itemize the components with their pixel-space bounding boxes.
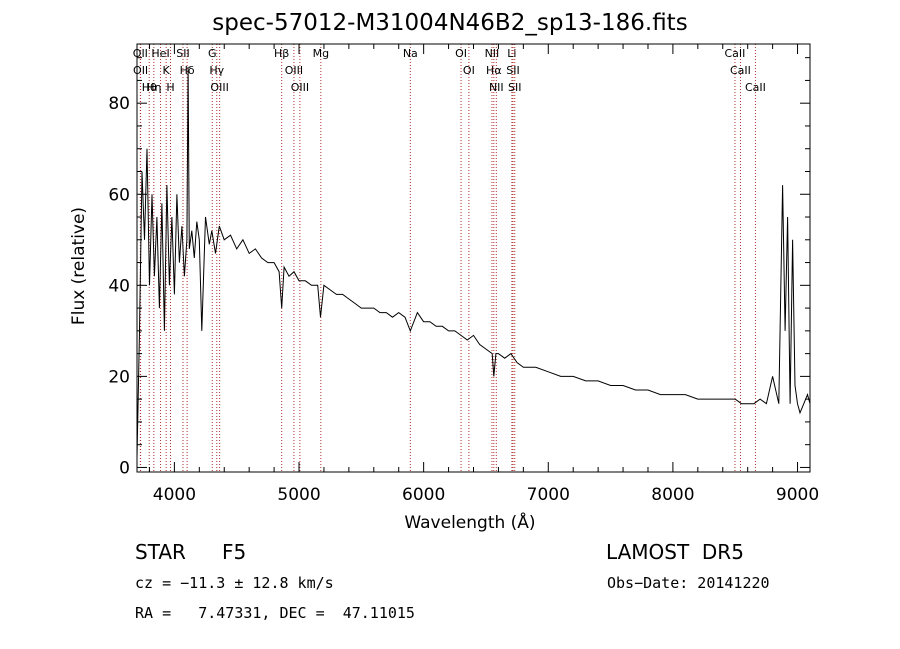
marker-label: Mg	[313, 47, 329, 60]
y-tick-label: 80	[108, 94, 130, 114]
marker-label: OII	[133, 64, 148, 77]
x-tick-label: 6000	[402, 485, 445, 505]
obs-date-text: Obs−Date: 20141220	[607, 574, 770, 592]
y-axis-label: Flux (relative)	[69, 207, 89, 325]
marker-label: CaII	[745, 81, 766, 94]
x-axis-label: Wavelength (Å)	[404, 511, 535, 533]
x-tick-label: 7000	[527, 485, 570, 505]
y-tick-label: 20	[108, 367, 130, 387]
x-tick-label: 5000	[277, 485, 320, 505]
marker-label: HeI	[151, 47, 169, 60]
x-tick-label: 4000	[153, 485, 196, 505]
plot-frame	[136, 43, 811, 473]
marker-label: Hα	[486, 64, 502, 77]
marker-label: OI	[463, 64, 475, 77]
x-tick-label: 9000	[776, 485, 819, 505]
coordinates-text: RA = 7.47331, DEC = 47.11015	[135, 604, 415, 622]
marker-label: CaII	[725, 47, 746, 60]
marker-label: OII	[133, 47, 148, 60]
marker-label: OIII	[210, 81, 228, 94]
marker-label: OIII	[285, 64, 303, 77]
marker-label: K	[163, 64, 171, 77]
y-axis: 0 20 40 60 80	[108, 57, 810, 478]
object-subclass: F5	[222, 540, 247, 564]
marker-label: CaII	[730, 64, 751, 77]
y-tick-label: 40	[108, 276, 130, 296]
marker-label: Hη	[146, 81, 161, 94]
marker-label: SII	[176, 47, 189, 60]
velocity-text: cz = −11.3 ± 12.8 km/s	[135, 574, 334, 592]
marker-label: Hβ	[274, 47, 289, 60]
spectrum-line	[136, 66, 811, 459]
marker-label: SII	[508, 81, 521, 94]
y-tick-label: 60	[108, 185, 130, 205]
y-tick-label: 0	[119, 458, 130, 478]
line-markers	[139, 44, 756, 472]
marker-label: Hδ	[180, 64, 195, 77]
x-tick-label: 8000	[651, 485, 694, 505]
marker-label: Hθ	[142, 81, 157, 94]
marker-label: NII	[485, 47, 500, 60]
chart-title: spec-57012-M31004N46B2_sp13-186.fits	[212, 10, 688, 36]
marker-label: SII	[506, 64, 519, 77]
x-axis: 4000 5000 6000 7000 8000 9000	[148, 44, 819, 505]
marker-label: H	[166, 81, 174, 94]
marker-label: Na	[403, 47, 418, 60]
marker-label: Li	[507, 47, 516, 60]
object-class: STAR	[135, 540, 186, 564]
marker-label: G	[208, 47, 217, 60]
marker-label: Hγ	[209, 64, 224, 77]
marker-label: OIII	[291, 81, 309, 94]
marker-label: NII	[489, 81, 504, 94]
marker-label: OI	[455, 47, 467, 60]
survey-label: LAMOST DR5	[606, 540, 744, 564]
